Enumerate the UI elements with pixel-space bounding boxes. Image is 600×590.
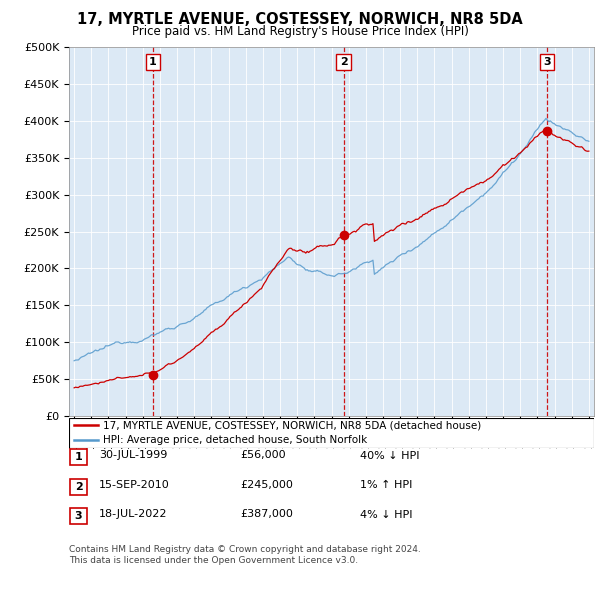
Text: £245,000: £245,000: [240, 480, 293, 490]
Text: £387,000: £387,000: [240, 510, 293, 519]
Text: Price paid vs. HM Land Registry's House Price Index (HPI): Price paid vs. HM Land Registry's House …: [131, 25, 469, 38]
Text: 2: 2: [75, 482, 82, 491]
Text: HPI: Average price, detached house, South Norfolk: HPI: Average price, detached house, Sout…: [103, 435, 367, 445]
FancyBboxPatch shape: [70, 450, 87, 465]
Text: Contains HM Land Registry data © Crown copyright and database right 2024.
This d: Contains HM Land Registry data © Crown c…: [69, 545, 421, 565]
Text: 3: 3: [75, 512, 82, 521]
Text: 17, MYRTLE AVENUE, COSTESSEY, NORWICH, NR8 5DA (detached house): 17, MYRTLE AVENUE, COSTESSEY, NORWICH, N…: [103, 421, 481, 430]
Text: 17, MYRTLE AVENUE, COSTESSEY, NORWICH, NR8 5DA: 17, MYRTLE AVENUE, COSTESSEY, NORWICH, N…: [77, 12, 523, 27]
Text: 18-JUL-2022: 18-JUL-2022: [99, 510, 167, 519]
Text: 1% ↑ HPI: 1% ↑ HPI: [360, 480, 412, 490]
Text: 40% ↓ HPI: 40% ↓ HPI: [360, 451, 419, 460]
Text: 3: 3: [543, 57, 550, 67]
FancyBboxPatch shape: [70, 479, 87, 494]
Text: 1: 1: [75, 453, 82, 462]
FancyBboxPatch shape: [70, 508, 87, 524]
Text: £56,000: £56,000: [240, 451, 286, 460]
Text: 1: 1: [149, 57, 157, 67]
Text: 4% ↓ HPI: 4% ↓ HPI: [360, 510, 413, 519]
Text: 15-SEP-2010: 15-SEP-2010: [99, 480, 170, 490]
Text: 30-JUL-1999: 30-JUL-1999: [99, 451, 167, 460]
Text: 2: 2: [340, 57, 347, 67]
